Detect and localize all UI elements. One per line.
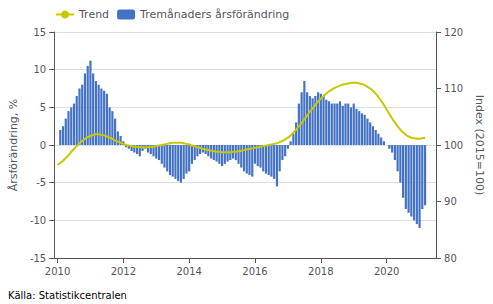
- svg-text:10: 10: [33, 64, 46, 75]
- svg-text:2016: 2016: [242, 266, 267, 277]
- svg-text:2020: 2020: [374, 266, 399, 277]
- svg-text:-5: -5: [36, 177, 46, 188]
- svg-text:2018: 2018: [308, 266, 333, 277]
- svg-text:0: 0: [40, 140, 46, 151]
- svg-text:120: 120: [444, 27, 463, 38]
- svg-text:90: 90: [444, 196, 457, 207]
- svg-text:Källa: Statistikcentralen: Källa: Statistikcentralen: [8, 290, 127, 301]
- svg-text:110: 110: [444, 83, 463, 94]
- svg-text:Index (2015=100): Index (2015=100): [473, 95, 486, 196]
- svg-text:100: 100: [444, 140, 463, 151]
- svg-text:Trend: Trend: [78, 8, 109, 21]
- svg-text:-15: -15: [30, 253, 46, 264]
- svg-text:2014: 2014: [176, 266, 201, 277]
- svg-text:5: 5: [40, 102, 46, 113]
- svg-text:Tremånaders årsförändring: Tremånaders årsförändring: [139, 8, 289, 21]
- svg-text:2012: 2012: [111, 266, 136, 277]
- svg-text:Årsförändring, %: Årsförändring, %: [7, 99, 20, 192]
- svg-text:80: 80: [444, 253, 457, 264]
- svg-text:2010: 2010: [45, 266, 70, 277]
- svg-text:-10: -10: [30, 215, 46, 226]
- svg-text:15: 15: [33, 27, 46, 38]
